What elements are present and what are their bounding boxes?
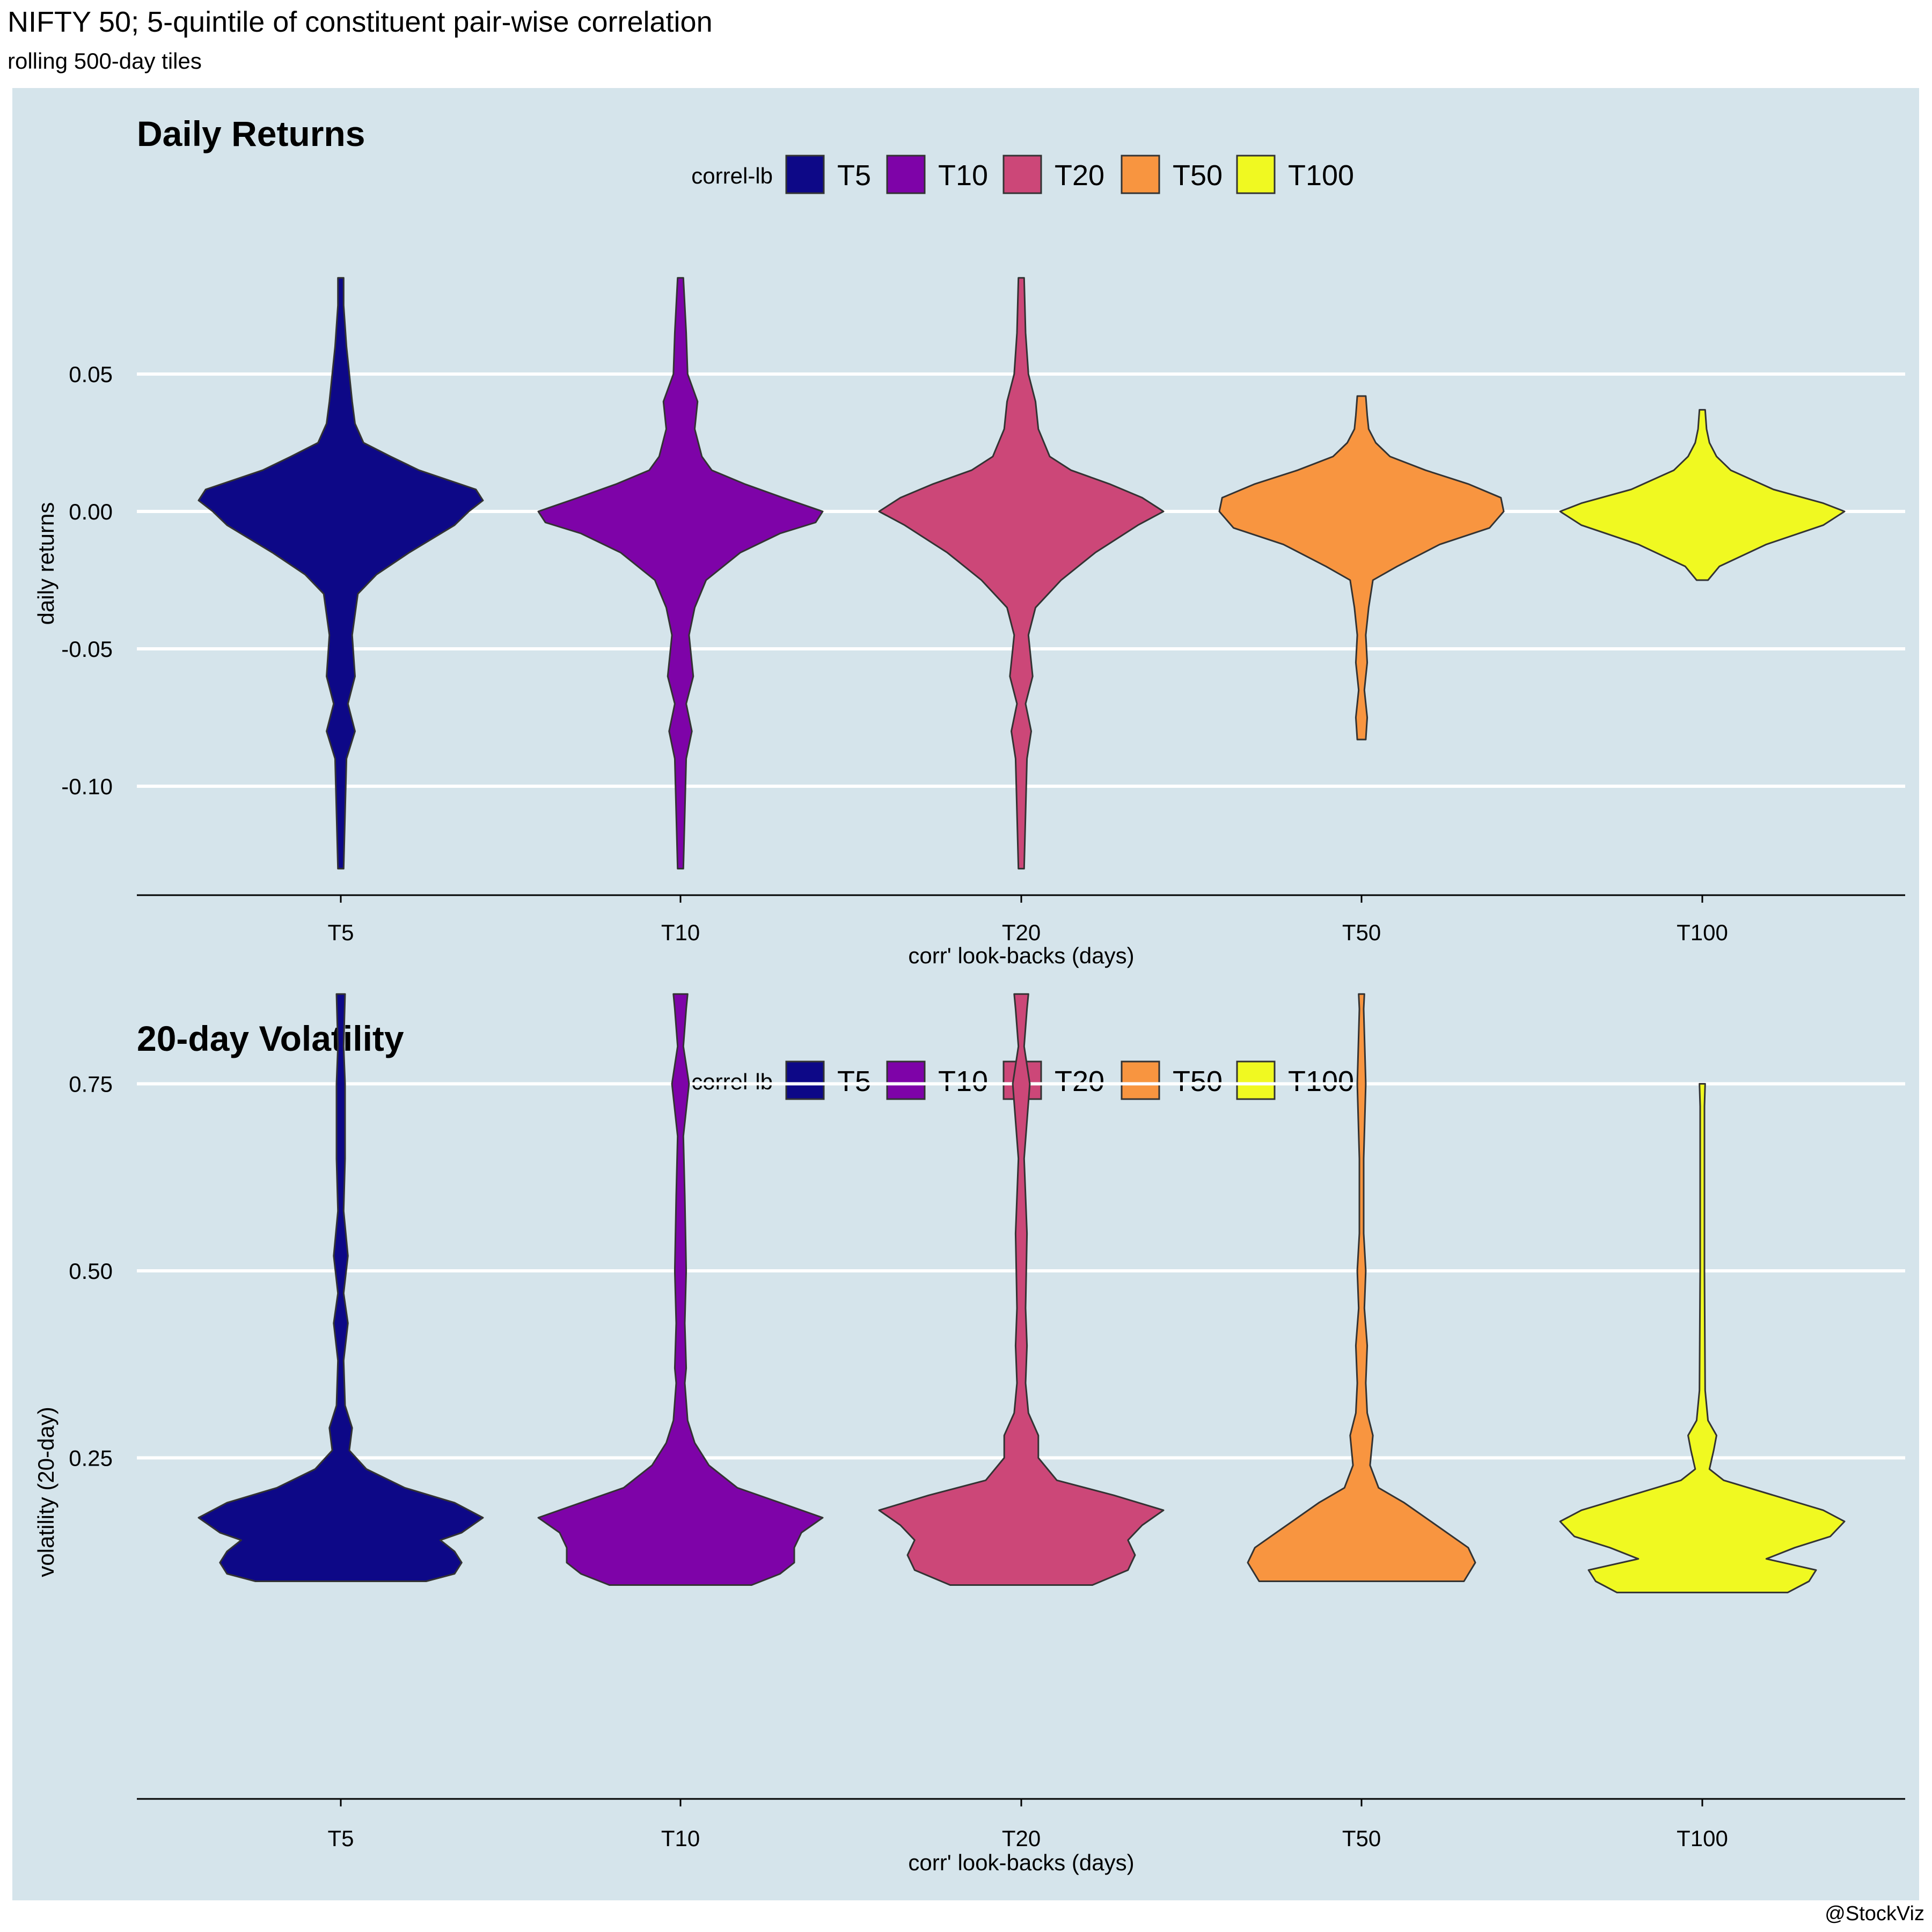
legend-key-t5 [785,1060,825,1100]
y-tick-label: 0.05 [69,362,113,387]
legend-label-t20: T20 [1055,1065,1104,1097]
legend: correl-lb T5 T10 T20 T50 T100 [691,155,1354,194]
x-tick-label-t10: T10 [661,1826,700,1851]
violin-t100 [1559,1083,1846,1593]
legend-label-t5: T5 [837,159,871,192]
legend-key-t10 [886,155,926,194]
x-axis-title: corr' look-backs (days) [908,943,1134,968]
violin-t20 [878,277,1165,870]
x-tick-label-t10: T10 [661,920,700,945]
legend-label-t50: T50 [1173,1065,1223,1097]
legend-label-t5: T5 [837,1065,871,1097]
chart-1: Daily Returns correl-lb T5 T10 T20 T50 T100 0.0… [33,114,1905,968]
legend-key-t20 [1002,155,1042,194]
credit-text: @StockViz [1825,1902,1924,1925]
page-title: NIFTY 50; 5-quintile of constituent pair… [8,6,713,38]
x-tick-label-t20: T20 [1002,920,1041,945]
legend-key-t5 [785,155,825,194]
violin-t20 [878,993,1165,1586]
legend-label-t10: T10 [938,159,988,192]
y-axis-title: daily returns [33,502,58,625]
chart-2: 20-day Volatility correl-lb T5 T10 T20 T50 T10… [33,993,1905,1875]
legend-label-t100: T100 [1288,1065,1354,1097]
legend-key-t100 [1236,1060,1276,1100]
legend-key-t10 [886,1060,926,1100]
x-tick-label-t20: T20 [1002,1826,1041,1851]
chart-title: 20-day Volatility [137,1019,404,1058]
y-tick-label: -0.05 [61,636,113,662]
x-tick-label-t50: T50 [1342,920,1381,945]
y-tick-label: 0.75 [69,1072,113,1097]
y-axis-title: volatility (20-day) [33,1407,58,1577]
x-tick-label-t5: T5 [327,920,354,945]
legend-key-t100 [1236,155,1276,194]
legend-label-t50: T50 [1173,159,1223,192]
legend-key-t50 [1121,155,1160,194]
y-tick-label: 0.25 [69,1446,113,1471]
legend-label-t10: T10 [938,1065,988,1097]
violin-t5 [197,993,484,1582]
legend-label-t20: T20 [1055,159,1104,192]
x-tick-label-t5: T5 [327,1826,354,1851]
x-tick-label-t100: T100 [1677,1826,1728,1851]
chart-title: Daily Returns [137,114,365,153]
page-subtitle: rolling 500-day tiles [8,48,202,74]
x-axis-title: corr' look-backs (days) [908,1850,1134,1875]
violin-t5 [197,277,484,870]
violin-t10 [537,993,824,1586]
legend-title: correl-lb [691,163,773,188]
y-tick-label: 0.00 [69,499,113,524]
x-tick-label-t100: T100 [1677,920,1728,945]
violin-t10 [537,277,824,870]
violin-t50 [1247,993,1476,1582]
y-tick-label: -0.10 [61,774,113,799]
violin-t100 [1559,409,1846,581]
x-tick-label-t50: T50 [1342,1826,1381,1851]
y-tick-label: 0.50 [69,1258,113,1284]
legend-title: correl-lb [691,1069,773,1094]
violin-t50 [1218,395,1505,741]
legend-label-t100: T100 [1288,159,1354,192]
legend-key-t50 [1121,1060,1160,1100]
